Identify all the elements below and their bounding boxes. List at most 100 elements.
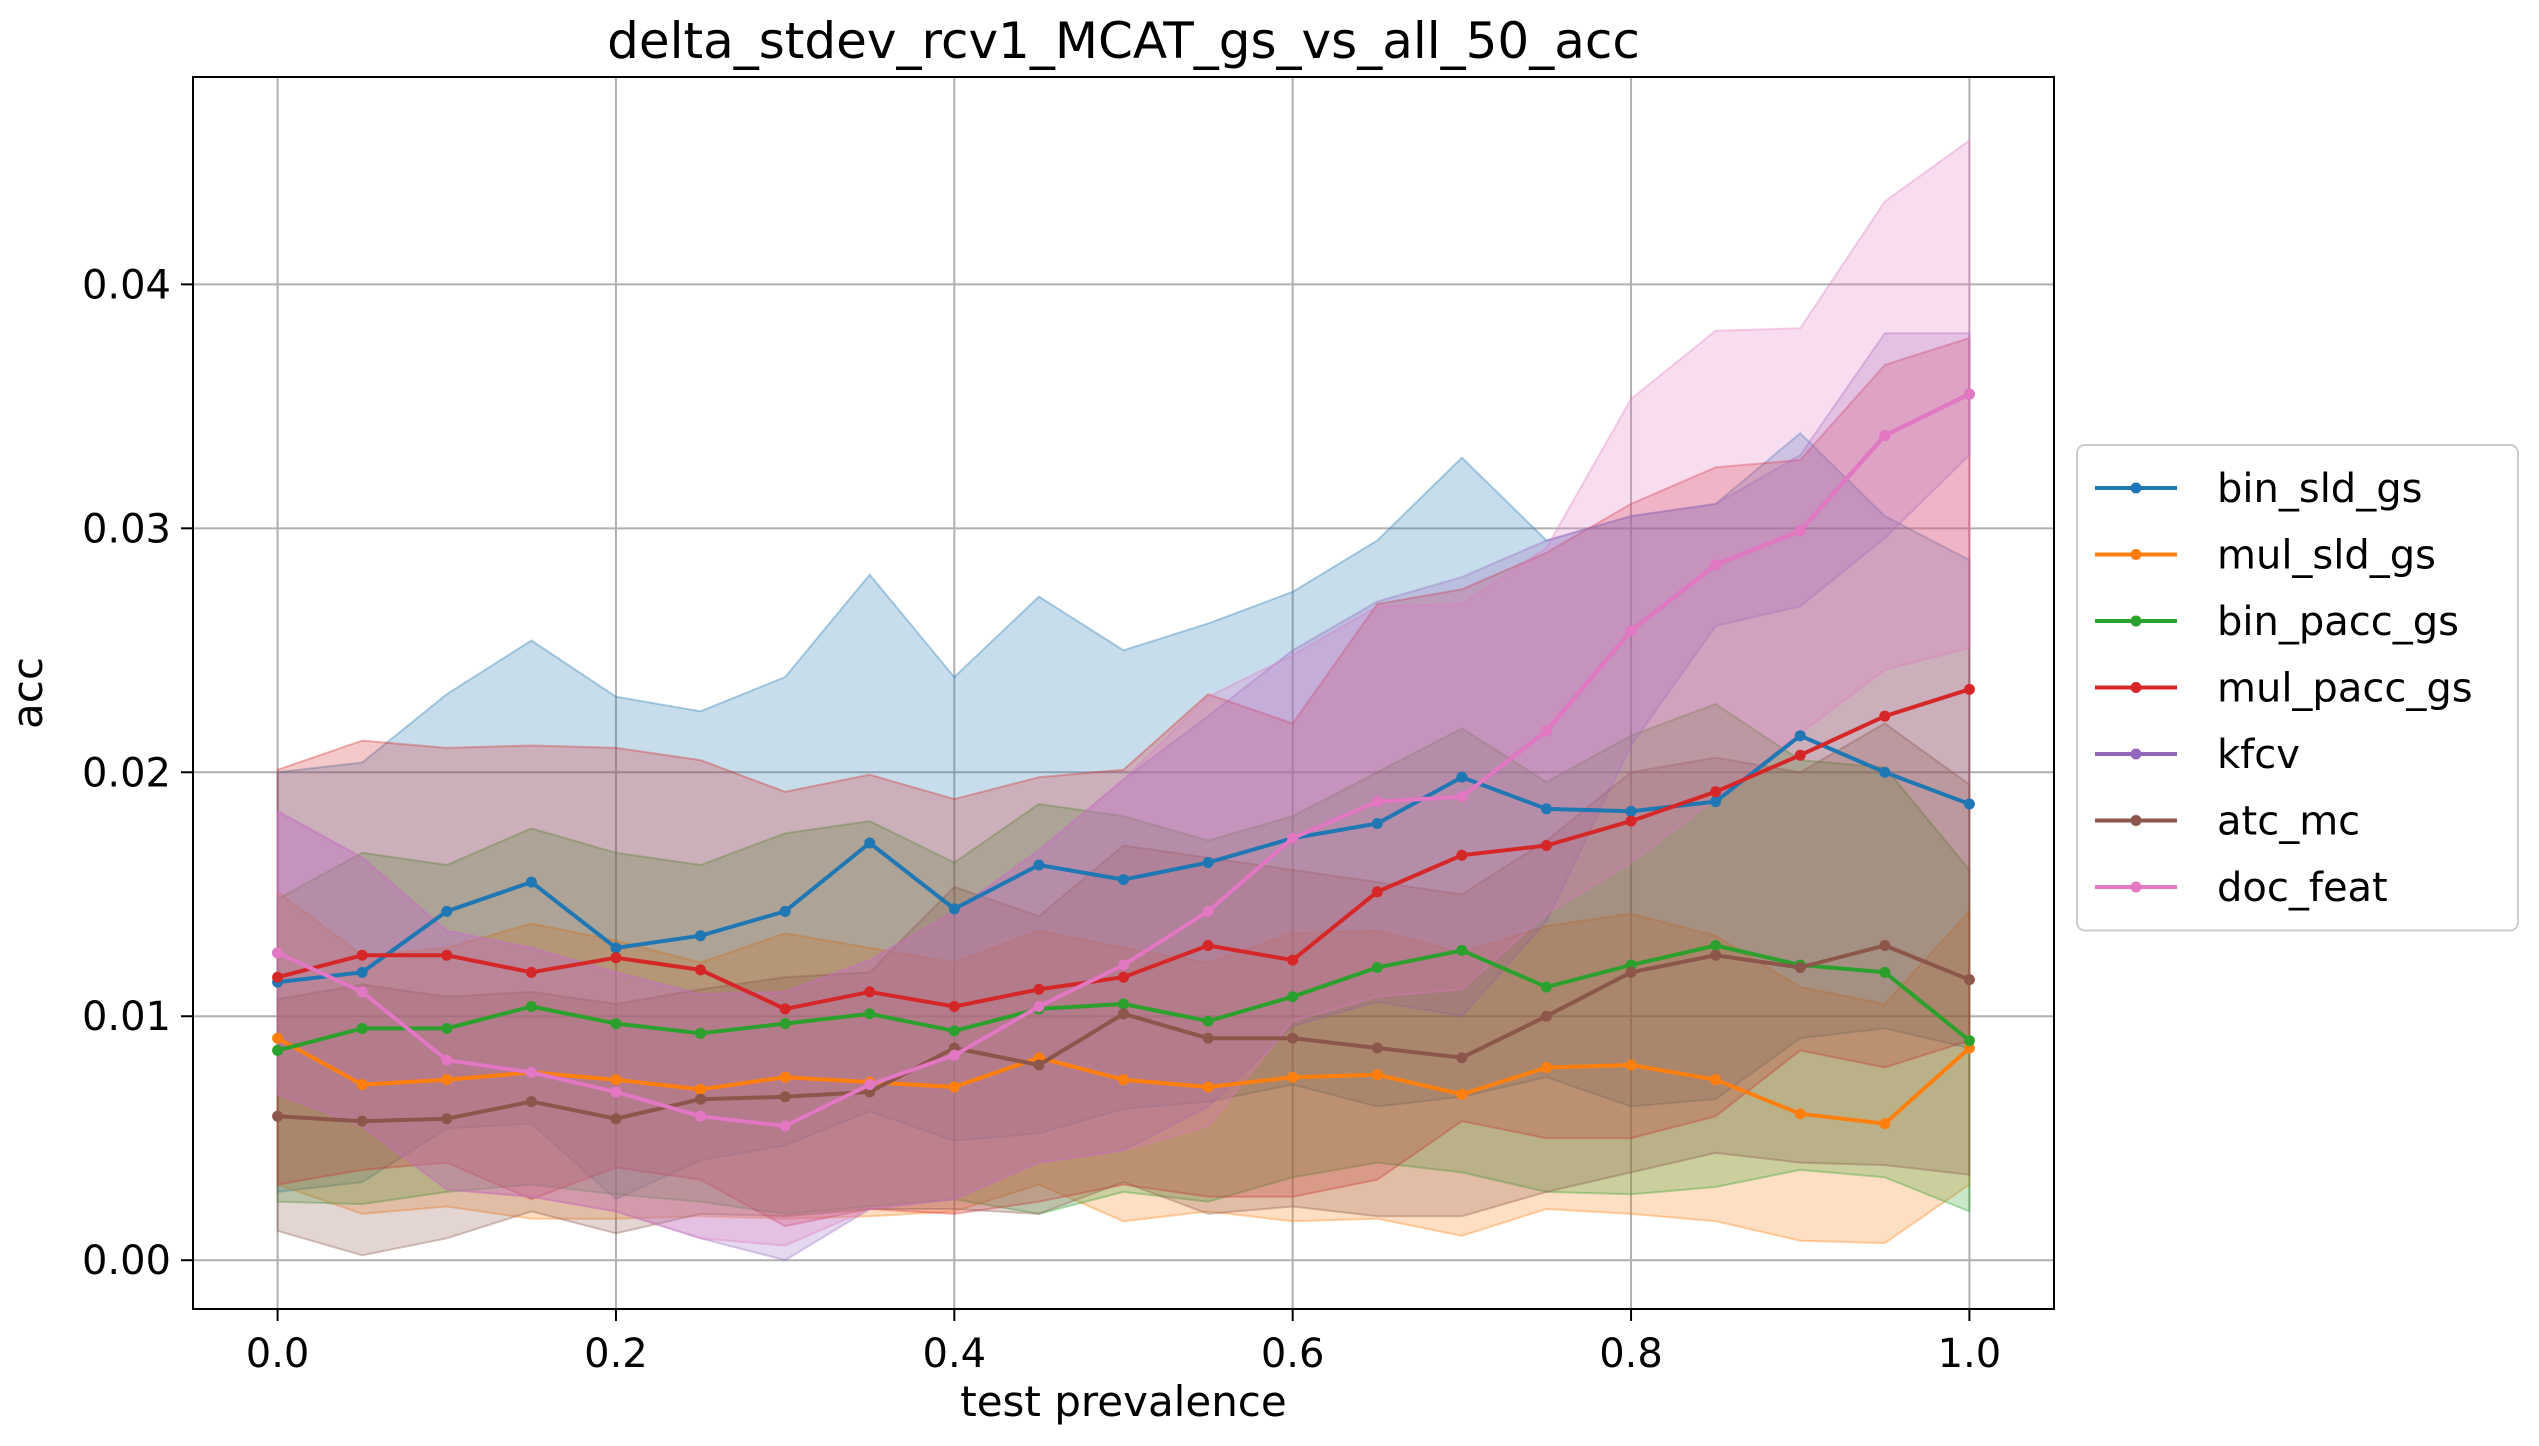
point-bin_pacc_gs	[1710, 939, 1722, 951]
x-tick-label: 0.4	[923, 1331, 987, 1377]
point-doc_feat	[272, 947, 284, 959]
point-bin_pacc_gs	[948, 1025, 960, 1037]
point-bin_pacc_gs	[272, 1044, 284, 1056]
legend-label: mul_sld_gs	[2217, 533, 2436, 579]
legend-label: mul_pacc_gs	[2217, 666, 2473, 712]
legend-frame	[2076, 444, 2519, 932]
point-bin_sld_gs	[1710, 796, 1722, 808]
point-mul_sld_gs	[356, 1079, 368, 1091]
point-mul_pacc_gs	[1625, 815, 1637, 827]
point-mul_pacc_gs	[695, 964, 707, 976]
point-bin_sld_gs	[1118, 874, 1129, 886]
legend-item-kfcv: kfcv	[2095, 732, 2300, 778]
point-mul_sld_gs	[779, 1071, 791, 1083]
point-mul_pacc_gs	[441, 949, 453, 961]
x-axis-label: test prevalence	[960, 1377, 1287, 1426]
point-doc_feat	[1456, 791, 1468, 803]
point-mul_sld_gs	[1794, 1108, 1806, 1120]
point-bin_sld_gs	[1963, 798, 1975, 810]
point-doc_feat	[779, 1120, 791, 1132]
point-bin_sld_gs	[1033, 859, 1045, 871]
point-bin_sld_gs	[1202, 857, 1214, 869]
series-bin_sld_gs	[272, 730, 1975, 988]
point-mul_sld_gs	[1202, 1081, 1214, 1093]
point-doc_feat	[1033, 1000, 1045, 1012]
point-bin_sld_gs	[1371, 818, 1383, 830]
legend-item-mul_sld_gs: mul_sld_gs	[2095, 533, 2436, 579]
point-mul_sld_gs	[1710, 1074, 1722, 1086]
y-axis-label: acc	[3, 657, 52, 729]
band-doc_feat	[276, 138, 1971, 1247]
point-mul_sld_gs	[1456, 1088, 1468, 1100]
y-tick-label: 0.02	[82, 750, 171, 796]
point-doc_feat	[1118, 959, 1129, 971]
point-atc_mc	[779, 1091, 791, 1103]
point-bin_pacc_gs	[441, 1022, 453, 1034]
point-atc_mc	[525, 1096, 537, 1108]
point-bin_sld_gs	[610, 942, 622, 954]
legend-item-atc_mc: atc_mc	[2095, 799, 2360, 845]
point-bin_pacc_gs	[1456, 944, 1468, 956]
point-mul_pacc_gs	[1710, 786, 1722, 798]
point-bin_pacc_gs	[525, 1000, 537, 1012]
point-mul_sld_gs	[695, 1083, 707, 1095]
point-bin_pacc_gs	[610, 1018, 622, 1030]
point-doc_feat	[1202, 905, 1214, 917]
point-mul_pacc_gs	[1540, 839, 1552, 851]
point-mul_sld_gs	[272, 1032, 284, 1044]
point-mul_sld_gs	[1879, 1118, 1891, 1130]
point-bin_pacc_gs	[695, 1027, 707, 1039]
series-lines	[272, 388, 1975, 1132]
point-atc_mc	[441, 1113, 453, 1125]
point-atc_mc	[1710, 949, 1722, 961]
point-mul_sld_gs	[1625, 1059, 1637, 1071]
point-doc_feat	[948, 1049, 960, 1061]
point-mul_sld_gs	[441, 1074, 453, 1086]
point-doc_feat	[1963, 388, 1975, 400]
point-atc_mc	[1371, 1042, 1383, 1054]
x-tick-label: 0.6	[1261, 1331, 1325, 1377]
error-bands	[276, 138, 1971, 1262]
point-mul_sld_gs	[948, 1081, 960, 1093]
plot-frame	[192, 76, 2055, 1310]
x-tick-label: 0.0	[246, 1331, 310, 1377]
point-bin_sld_gs	[948, 903, 960, 915]
legend-marker	[2130, 549, 2142, 560]
legend-label: kfcv	[2217, 732, 2300, 778]
legend-label: bin_sld_gs	[2217, 466, 2422, 512]
legend-item-bin_pacc_gs: bin_pacc_gs	[2095, 599, 2459, 645]
point-bin_pacc_gs	[1118, 998, 1129, 1010]
point-atc_mc	[1033, 1059, 1045, 1071]
point-doc_feat	[610, 1086, 622, 1098]
point-mul_pacc_gs	[1963, 683, 1975, 695]
x-tick-label: 0.8	[1599, 1331, 1663, 1377]
point-mul_pacc_gs	[1287, 954, 1299, 966]
point-bin_pacc_gs	[1287, 991, 1299, 1003]
point-doc_feat	[1371, 796, 1383, 808]
point-bin_sld_gs	[1879, 766, 1891, 778]
series-mul_pacc_gs	[272, 683, 1975, 1015]
point-bin_pacc_gs	[1540, 981, 1552, 993]
legend-marker	[2130, 682, 2142, 693]
point-mul_pacc_gs	[864, 986, 876, 998]
point-mul_pacc_gs	[1033, 983, 1045, 995]
point-mul_pacc_gs	[1456, 849, 1468, 861]
band-atc_mc	[276, 722, 1971, 1257]
y-tick-label: 0.00	[82, 1238, 171, 1284]
point-doc_feat	[441, 1054, 453, 1066]
point-bin_sld_gs	[695, 930, 707, 942]
point-mul_pacc_gs	[1371, 886, 1383, 898]
legend-marker	[2130, 881, 2142, 893]
point-atc_mc	[695, 1093, 707, 1105]
point-mul_pacc_gs	[1202, 939, 1214, 951]
point-mul_sld_gs	[1540, 1061, 1552, 1073]
y-tick-label: 0.01	[82, 994, 171, 1040]
point-mul_pacc_gs	[525, 966, 537, 978]
point-doc_feat	[864, 1079, 876, 1091]
point-atc_mc	[610, 1113, 622, 1125]
point-bin_pacc_gs	[864, 1008, 876, 1020]
point-mul_sld_gs	[1371, 1069, 1383, 1081]
point-mul_pacc_gs	[610, 952, 622, 964]
point-bin_sld_gs	[1456, 771, 1468, 783]
